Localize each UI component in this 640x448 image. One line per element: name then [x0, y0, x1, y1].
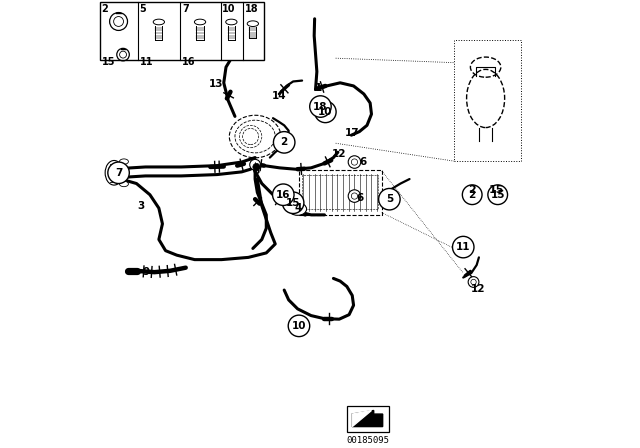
Text: 7: 7	[115, 168, 122, 178]
Circle shape	[348, 156, 361, 168]
Text: 16: 16	[276, 190, 291, 200]
Circle shape	[310, 96, 331, 117]
Text: 6: 6	[359, 157, 366, 167]
Text: 15: 15	[286, 198, 300, 208]
Text: 12: 12	[470, 284, 485, 294]
Circle shape	[253, 164, 260, 171]
Text: 11: 11	[456, 242, 470, 252]
Circle shape	[315, 101, 336, 123]
Bar	[347, 406, 389, 432]
Text: 5: 5	[140, 4, 147, 14]
Text: 13: 13	[209, 79, 223, 89]
Circle shape	[108, 162, 129, 184]
Circle shape	[462, 185, 482, 205]
Text: 2: 2	[468, 190, 476, 200]
Text: 8: 8	[253, 167, 260, 177]
Text: 10: 10	[223, 4, 236, 14]
Text: 2: 2	[468, 185, 476, 195]
Text: 17: 17	[345, 128, 360, 138]
Ellipse shape	[120, 159, 129, 164]
Ellipse shape	[289, 203, 307, 215]
Text: 10: 10	[292, 321, 306, 331]
Text: 6: 6	[356, 193, 364, 203]
Circle shape	[288, 315, 310, 336]
Text: 2: 2	[102, 4, 108, 14]
Text: 10: 10	[318, 107, 333, 117]
Ellipse shape	[247, 21, 259, 26]
Text: 2: 2	[280, 138, 288, 147]
Text: 15: 15	[102, 57, 115, 67]
Circle shape	[282, 192, 304, 214]
Text: 16: 16	[182, 57, 196, 67]
Text: 18: 18	[244, 4, 259, 14]
Bar	[299, 170, 381, 215]
Text: 15: 15	[489, 185, 504, 195]
Ellipse shape	[153, 19, 164, 25]
Text: 14: 14	[271, 91, 286, 101]
Circle shape	[379, 189, 400, 210]
Polygon shape	[352, 410, 383, 426]
Circle shape	[468, 276, 479, 287]
Text: 1: 1	[315, 83, 323, 93]
Circle shape	[273, 132, 295, 153]
Bar	[100, 2, 264, 60]
Text: 3: 3	[138, 201, 145, 211]
Circle shape	[452, 237, 474, 258]
Polygon shape	[352, 410, 371, 426]
Text: 4: 4	[295, 203, 302, 213]
Text: 9: 9	[143, 267, 150, 277]
Text: 18: 18	[313, 102, 328, 112]
Text: 7: 7	[182, 4, 189, 14]
Ellipse shape	[120, 181, 129, 187]
Circle shape	[488, 185, 508, 205]
Circle shape	[348, 190, 361, 202]
Ellipse shape	[226, 19, 237, 25]
Text: 12: 12	[332, 149, 346, 159]
Ellipse shape	[105, 160, 123, 185]
Text: 15: 15	[490, 190, 505, 200]
Text: 11: 11	[140, 57, 153, 67]
Circle shape	[250, 159, 260, 170]
Bar	[454, 40, 520, 161]
Ellipse shape	[195, 19, 205, 25]
Circle shape	[273, 184, 294, 206]
Text: 5: 5	[386, 194, 393, 204]
Text: 00185095: 00185095	[347, 436, 390, 445]
Bar	[302, 176, 378, 210]
